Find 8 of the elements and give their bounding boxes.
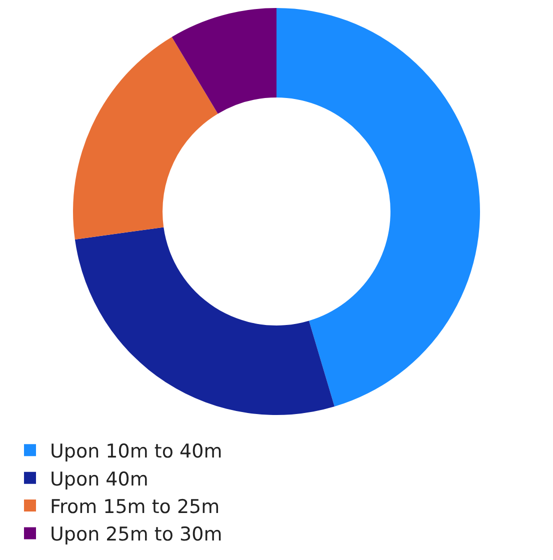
donut-slice [74,227,334,415]
legend-label: Upon 40m [50,468,148,490]
donut-slice [276,8,480,407]
legend-label: From 15m to 25m [50,496,220,518]
legend-label: Upon 10m to 40m [50,440,222,463]
donut-slice [172,8,276,114]
donut-slice [73,36,218,240]
legend-label: Upon 25m to 30m [50,524,222,546]
